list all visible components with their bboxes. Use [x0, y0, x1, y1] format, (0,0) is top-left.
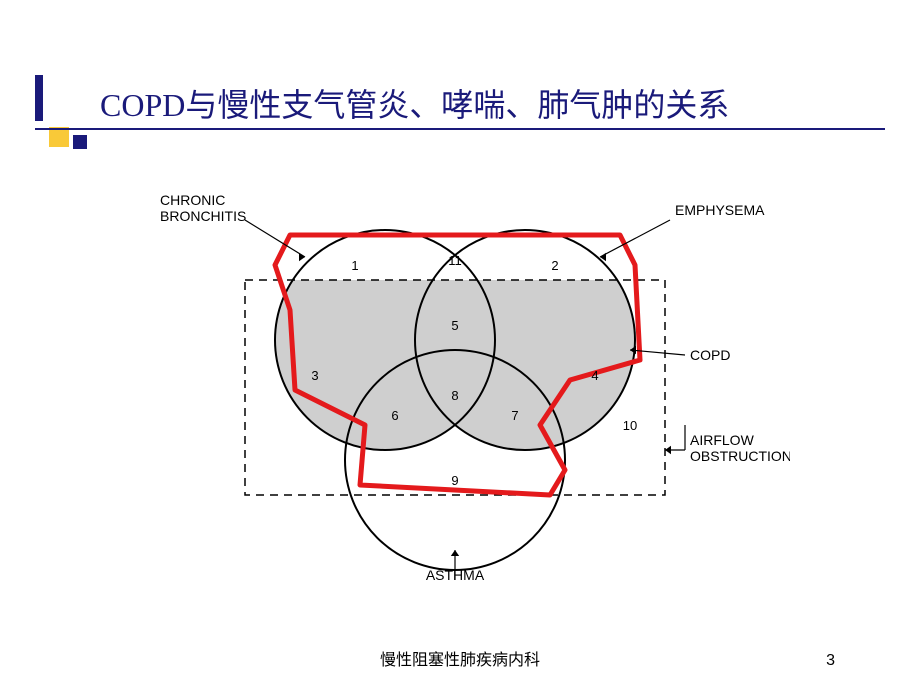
page-title: COPD与慢性支气管炎、哮喘、肺气肿的关系: [100, 80, 729, 126]
page-number: 3: [826, 652, 835, 670]
footer-text: 慢性阻塞性肺疾病内科: [0, 646, 920, 670]
region-number-9: 9: [451, 473, 458, 488]
venn-svg: CHRONIC BRONCHITIS EMPHYSEMA COPD AIRFLO…: [130, 165, 790, 585]
label-copd: COPD: [690, 347, 730, 363]
region-number-6: 6: [391, 408, 398, 423]
region-number-5: 5: [451, 318, 458, 333]
arrowhead-cb-icon: [299, 253, 305, 261]
title-underline: [35, 128, 885, 130]
region-number-7: 7: [511, 408, 518, 423]
venn-diagram: CHRONIC BRONCHITIS EMPHYSEMA COPD AIRFLO…: [130, 165, 790, 585]
label-emphysema: EMPHYSEMA: [675, 202, 765, 218]
arrowhead-as-icon: [451, 550, 459, 556]
label-chronic-bronchitis-line2: BRONCHITIS: [160, 208, 246, 224]
label-airflow-obstruction-line1: AIRFLOW: [690, 432, 755, 448]
arrowhead-ao-icon: [665, 446, 671, 454]
region-number-4: 4: [591, 368, 598, 383]
region-number-11: 11: [448, 253, 462, 268]
label-airflow-obstruction-line2: OBSTRUCTION: [690, 448, 790, 464]
region-number-3: 3: [311, 368, 318, 383]
pointer-emphysema: [600, 220, 670, 257]
pointer-chronic-bronchitis: [245, 220, 305, 257]
region-number-8: 8: [451, 388, 458, 403]
region-number-10: 10: [623, 418, 637, 433]
region-number-1: 1: [351, 258, 358, 273]
label-chronic-bronchitis-line1: CHRONIC: [160, 192, 225, 208]
region-number-2: 2: [551, 258, 558, 273]
label-asthma: ASTHMA: [426, 567, 485, 583]
